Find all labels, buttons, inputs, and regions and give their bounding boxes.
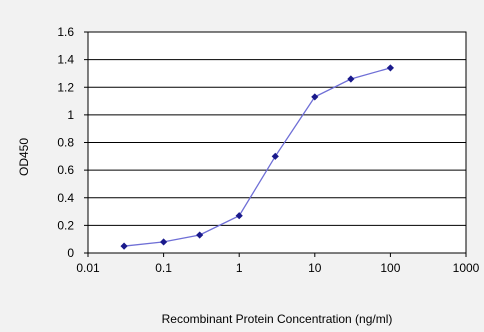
y-tick-label: 1.2 [57,80,74,94]
y-tick-label: 1.6 [57,25,74,39]
y-tick-label: 0.6 [57,163,74,177]
y-tick-label: 1 [67,108,74,122]
data-point [235,212,243,220]
y-tick-label: 0.8 [57,136,74,150]
x-tick-label: 1000 [453,261,480,275]
x-axis-title: Recombinant Protein Concentration (ng/ml… [162,312,393,326]
y-tick-label: 1.4 [57,53,74,67]
data-point [160,238,168,246]
y-tick-label: 0.2 [57,218,74,232]
y-tick-label: 0.4 [57,191,74,205]
data-point [120,242,128,250]
data-point [386,64,394,72]
x-tick-label: 0.01 [76,261,100,275]
series [120,64,394,250]
data-point [311,93,319,101]
data-point [196,231,204,239]
series-line [124,67,391,247]
y-tick-label: 0 [67,246,74,260]
ticks: 0 0.2 0.4 0.6 0.8 1 1.2 1.4 1.6 0.01 0.1 1 10 100 1000 [57,25,479,275]
grid [88,59,466,226]
data-point [347,75,355,83]
x-tick-label: 0.1 [155,261,172,275]
data-point [271,152,279,160]
y-axis-title: OD450 [17,138,31,176]
x-tick-label: 10 [308,261,322,275]
x-tick-label: 100 [380,261,400,275]
x-tick-label: 1 [236,261,243,275]
